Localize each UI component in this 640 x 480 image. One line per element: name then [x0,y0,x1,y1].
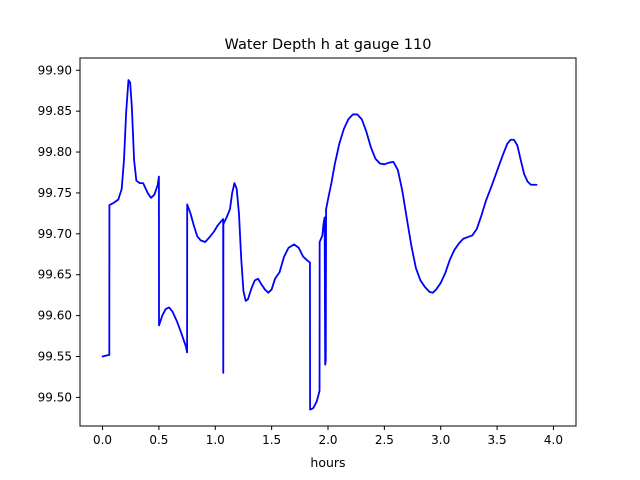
series-line-0 [101,79,538,411]
y-tick-label: 99.55 [38,349,72,363]
y-tick-label: 99.70 [38,227,72,241]
y-tick-label: 99.90 [38,63,72,77]
x-tick-label: 0.0 [93,433,112,447]
x-tick-label: 2.5 [375,433,394,447]
x-tick-label: 0.5 [149,433,168,447]
x-axis-label: hours [310,455,345,470]
x-tick-label: 4.0 [544,433,563,447]
y-tick-label: 99.60 [38,309,72,323]
plot-layer [101,79,538,411]
y-tick-label: 99.50 [38,390,72,404]
x-axis: 0.0 0.5 1.0 1.5 2.0 2.5 3.0 3.5 4.0 [93,426,563,447]
y-tick-label: 99.75 [38,186,72,200]
x-tick-label: 1.5 [262,433,281,447]
y-tick-label: 99.80 [38,145,72,159]
chart-title: Water Depth h at gauge 110 [225,37,432,53]
x-tick-label: 1.0 [206,433,225,447]
x-tick-label: 3.5 [488,433,507,447]
y-axis: 99.50 99.55 99.60 99.65 99.70 99.75 99.80 99.85… [38,63,80,404]
y-tick-label: 99.85 [38,104,72,118]
y-tick-label: 99.65 [38,268,72,282]
x-tick-label: 3.0 [431,433,450,447]
x-tick-label: 2.0 [318,433,337,447]
